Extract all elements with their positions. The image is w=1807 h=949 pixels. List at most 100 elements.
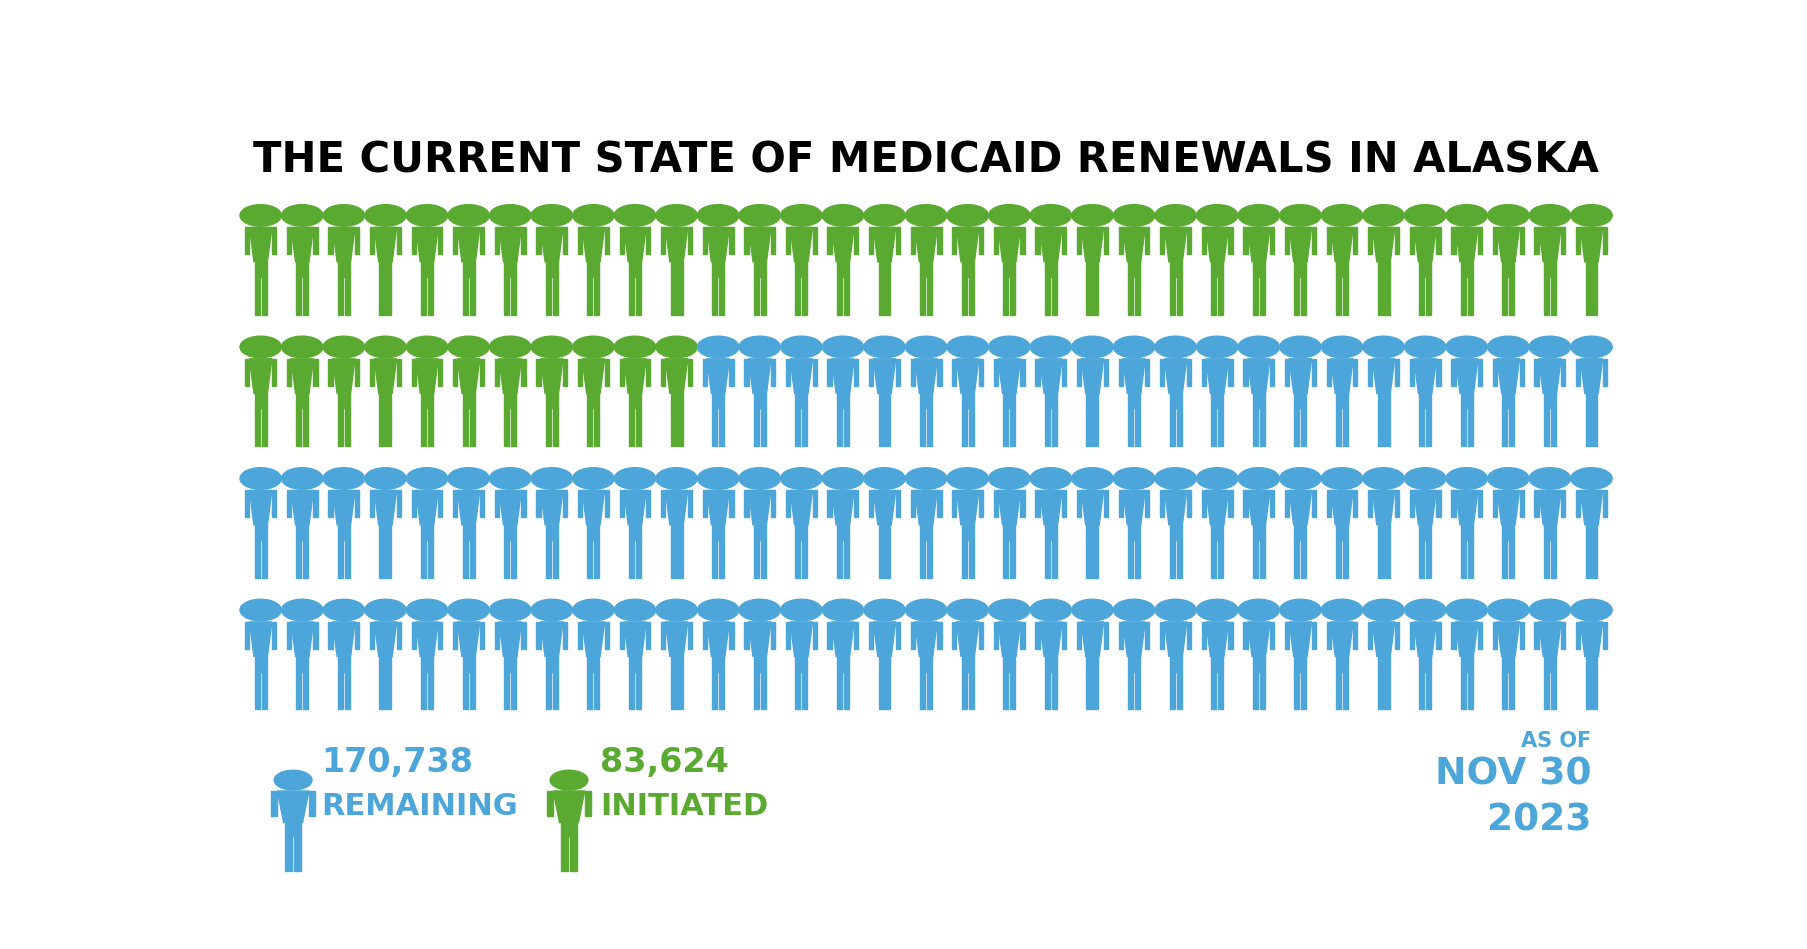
Polygon shape: [1039, 359, 1063, 393]
Polygon shape: [1534, 622, 1540, 649]
Polygon shape: [1418, 277, 1424, 315]
Polygon shape: [1335, 277, 1341, 315]
Polygon shape: [470, 277, 475, 315]
Polygon shape: [1520, 491, 1523, 517]
Circle shape: [1279, 468, 1321, 490]
Polygon shape: [1187, 228, 1191, 254]
Polygon shape: [1455, 622, 1478, 657]
Polygon shape: [553, 540, 558, 578]
Polygon shape: [885, 540, 891, 578]
Polygon shape: [1460, 672, 1465, 709]
Circle shape: [988, 205, 1030, 226]
Polygon shape: [744, 622, 748, 649]
Circle shape: [905, 599, 947, 621]
Polygon shape: [914, 622, 938, 657]
Circle shape: [573, 599, 614, 621]
Polygon shape: [969, 540, 974, 578]
Polygon shape: [1467, 672, 1473, 709]
Polygon shape: [795, 525, 808, 540]
Polygon shape: [979, 228, 983, 254]
Polygon shape: [439, 622, 443, 649]
Polygon shape: [1122, 359, 1146, 393]
Circle shape: [614, 468, 656, 490]
Polygon shape: [1187, 359, 1191, 386]
Polygon shape: [1294, 672, 1299, 709]
Polygon shape: [1205, 228, 1229, 262]
Polygon shape: [439, 491, 443, 517]
Polygon shape: [1052, 408, 1057, 446]
Polygon shape: [1229, 359, 1232, 386]
Polygon shape: [1044, 408, 1050, 446]
Polygon shape: [1509, 408, 1514, 446]
Polygon shape: [1169, 672, 1175, 709]
Polygon shape: [1377, 277, 1382, 315]
Polygon shape: [1460, 393, 1473, 408]
Polygon shape: [629, 408, 634, 446]
Circle shape: [448, 599, 490, 621]
Polygon shape: [1395, 359, 1399, 386]
Polygon shape: [1128, 540, 1133, 578]
Polygon shape: [828, 622, 831, 649]
Polygon shape: [387, 672, 392, 709]
Polygon shape: [748, 228, 772, 262]
Circle shape: [822, 468, 864, 490]
Polygon shape: [1259, 540, 1265, 578]
Circle shape: [822, 599, 864, 621]
Polygon shape: [1093, 408, 1099, 446]
Polygon shape: [927, 672, 932, 709]
Polygon shape: [463, 408, 468, 446]
Polygon shape: [1218, 277, 1223, 315]
Polygon shape: [620, 228, 623, 254]
Polygon shape: [956, 228, 979, 262]
Polygon shape: [421, 277, 426, 315]
Polygon shape: [1330, 228, 1353, 262]
Circle shape: [1113, 599, 1155, 621]
Polygon shape: [961, 672, 967, 709]
Circle shape: [1238, 336, 1279, 358]
Polygon shape: [1502, 262, 1514, 277]
Polygon shape: [1044, 277, 1050, 315]
Polygon shape: [1146, 622, 1149, 649]
Polygon shape: [665, 359, 688, 393]
Polygon shape: [416, 228, 439, 262]
Polygon shape: [719, 408, 725, 446]
Polygon shape: [1372, 228, 1395, 262]
Polygon shape: [1218, 540, 1223, 578]
Polygon shape: [416, 359, 439, 393]
Polygon shape: [754, 277, 759, 315]
Polygon shape: [511, 672, 517, 709]
Polygon shape: [1540, 622, 1561, 657]
Polygon shape: [504, 262, 517, 277]
Polygon shape: [412, 228, 416, 254]
Polygon shape: [1093, 277, 1099, 315]
Polygon shape: [1377, 657, 1390, 672]
Polygon shape: [398, 491, 401, 517]
Polygon shape: [1122, 622, 1146, 657]
Polygon shape: [1540, 359, 1561, 393]
Circle shape: [1362, 468, 1404, 490]
Circle shape: [822, 336, 864, 358]
Polygon shape: [636, 277, 641, 315]
Circle shape: [1155, 205, 1196, 226]
Polygon shape: [1384, 672, 1390, 709]
Circle shape: [240, 336, 282, 358]
Polygon shape: [546, 657, 558, 672]
Polygon shape: [772, 228, 775, 254]
Polygon shape: [1077, 359, 1081, 386]
Polygon shape: [454, 228, 457, 254]
Polygon shape: [1035, 622, 1039, 649]
Polygon shape: [564, 491, 567, 517]
Polygon shape: [379, 540, 385, 578]
Polygon shape: [1451, 622, 1455, 649]
Polygon shape: [271, 791, 276, 815]
Polygon shape: [707, 491, 730, 525]
Polygon shape: [582, 622, 605, 657]
Polygon shape: [1176, 540, 1182, 578]
Polygon shape: [582, 491, 605, 525]
Polygon shape: [255, 525, 267, 540]
Polygon shape: [1561, 491, 1565, 517]
Polygon shape: [379, 408, 385, 446]
Polygon shape: [969, 672, 974, 709]
Polygon shape: [1409, 359, 1413, 386]
Polygon shape: [1288, 228, 1312, 262]
